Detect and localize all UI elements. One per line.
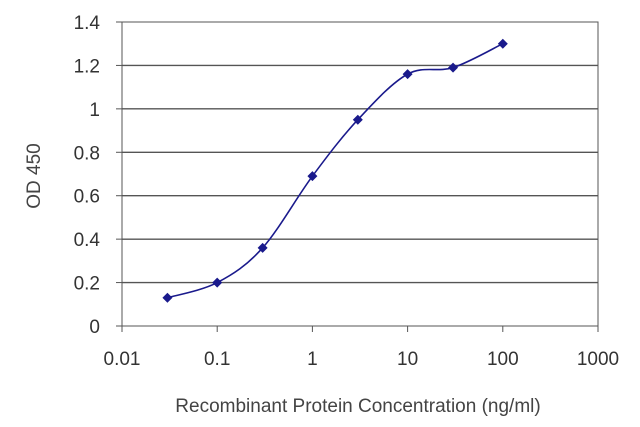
data-point: [352, 114, 363, 125]
series-line: [167, 42, 504, 299]
x-tick-label: 0.1: [204, 349, 230, 370]
x-axis-title: Recombinant Protein Concentration (ng/ml…: [175, 396, 540, 417]
y-tick-label: 0.2: [74, 274, 100, 295]
x-tick-label: 100: [487, 349, 519, 370]
data-point: [448, 62, 459, 73]
y-tick-label: 1: [89, 100, 100, 121]
data-point: [497, 38, 508, 49]
y-tick-label: 0: [89, 317, 100, 338]
data-point: [257, 242, 268, 253]
data-point: [162, 292, 173, 303]
y-tick-label: 0.4: [74, 230, 101, 251]
x-tick-label: 10: [397, 349, 418, 370]
plot-frame: [121, 21, 599, 327]
data-point: [212, 277, 223, 288]
x-tick-label: 1: [307, 349, 318, 370]
data-point: [402, 69, 413, 80]
y-axis-title: OD 450: [24, 143, 45, 208]
data-point: [307, 171, 318, 182]
y-tick-label: 0.8: [74, 143, 100, 164]
x-tick-label: 0.01: [104, 349, 141, 370]
y-tick-label: 1.2: [74, 56, 100, 77]
x-tick-label: 1000: [577, 349, 619, 370]
y-tick-label: 1.4: [74, 13, 101, 34]
y-tick-label: 0.6: [74, 187, 100, 208]
